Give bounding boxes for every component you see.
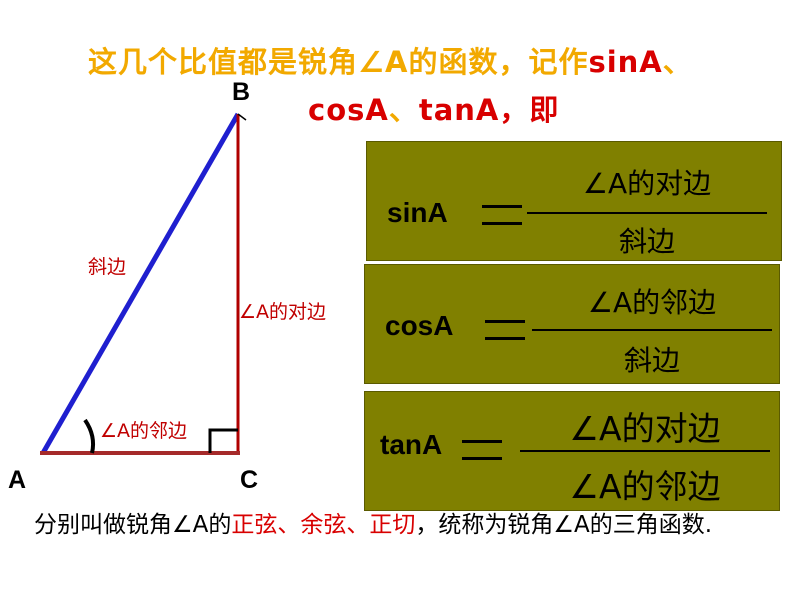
heading-sin: sinA xyxy=(588,45,663,79)
heading-tan: tanA xyxy=(418,93,500,127)
right-angle-mark xyxy=(208,428,238,453)
vertex-a-label: A xyxy=(8,466,27,494)
cos-denominator: 斜边 xyxy=(623,344,680,377)
footer-sep-1: 、 xyxy=(277,512,301,538)
tan-fraction-line xyxy=(520,450,770,452)
footer-tangent: 正切 xyxy=(369,512,416,538)
heading: 这几个比值都是锐角∠A的函数，记作sinA、 cosA、tanA，即 xyxy=(88,38,788,134)
footer-part-2: ，统称为锐角∠A的三角函数. xyxy=(415,512,713,538)
sin-equals-sign xyxy=(482,205,522,225)
tan-equals-sign xyxy=(462,440,502,460)
heading-line-2: cosA、tanA，即 xyxy=(88,86,788,134)
footer-sep-2: 、 xyxy=(346,512,370,538)
vertex-c-label: C xyxy=(240,466,259,494)
triangle-figure xyxy=(40,112,247,455)
hypotenuse-line xyxy=(40,112,241,455)
sin-fraction-line xyxy=(527,212,767,214)
heading-tail: ，即 xyxy=(499,93,560,127)
heading-sep-2: 、 xyxy=(388,93,419,127)
vertex-b-label: B xyxy=(232,78,251,106)
angle-a-arc xyxy=(83,418,96,454)
tan-function-name: tanA xyxy=(380,429,443,460)
heading-sep-1: 、 xyxy=(662,45,693,79)
tan-denominator: ∠A的邻边 xyxy=(569,467,721,506)
sin-function-name: sinA xyxy=(387,197,448,228)
footer-cosine: 余弦 xyxy=(300,512,347,538)
heading-text: 这几个比值都是锐角∠A的函数，记作 xyxy=(88,45,589,79)
opposite-side-label: ∠A的对边 xyxy=(239,301,327,323)
cos-fraction-line xyxy=(532,329,772,331)
sin-denominator: 斜边 xyxy=(618,225,675,258)
cos-formula-box: cosA ∠A的邻边 斜边 xyxy=(364,264,780,384)
cos-equals-sign xyxy=(485,320,525,340)
sin-formula-box: sinA ∠A的对边 斜边 xyxy=(366,141,782,261)
tan-numerator: ∠A的对边 xyxy=(569,409,721,448)
adjacent-side-label: ∠A的邻边 xyxy=(100,420,188,442)
tan-formula-box: tanA ∠A的对边 ∠A的邻边 xyxy=(364,391,780,511)
vertex-b-tick xyxy=(237,113,247,121)
heading-cos: cosA xyxy=(308,93,389,127)
hypotenuse-label: 斜边 xyxy=(88,256,127,278)
footer-sine: 正弦 xyxy=(231,512,278,538)
cos-function-name: cosA xyxy=(385,310,454,341)
sin-numerator: ∠A的对边 xyxy=(582,167,712,200)
cos-numerator: ∠A的邻边 xyxy=(587,286,717,319)
footer-part-1: 分别叫做锐角∠A的 xyxy=(34,512,232,538)
footer-text: 分别叫做锐角∠A的正弦、余弦、正切，统称为锐角∠A的三角函数. xyxy=(34,506,774,544)
